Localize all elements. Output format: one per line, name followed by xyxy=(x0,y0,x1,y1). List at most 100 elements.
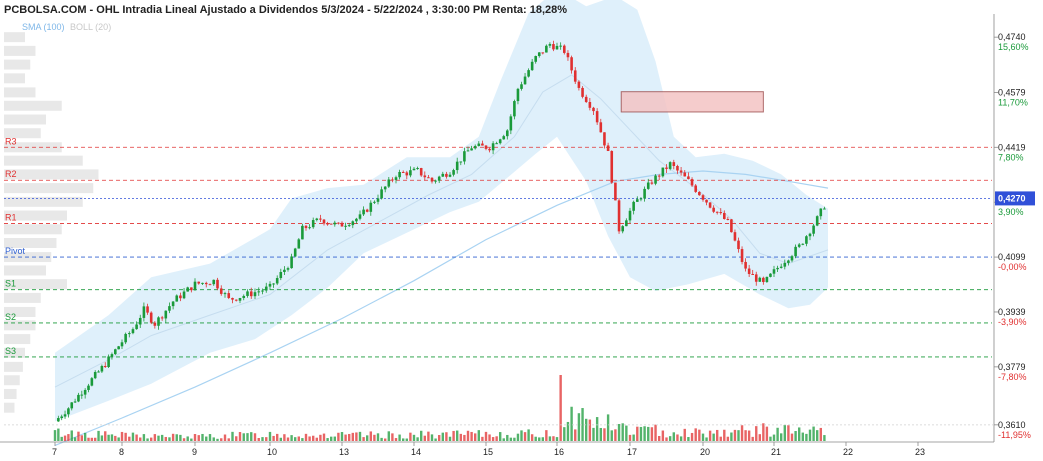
volume-bar xyxy=(654,424,657,441)
volume-bar xyxy=(297,436,300,441)
volume-bar xyxy=(585,418,588,441)
candle-body xyxy=(621,226,624,232)
candle-body xyxy=(117,346,120,350)
volume-bar xyxy=(716,429,719,441)
volume-bar xyxy=(488,434,491,441)
candle-body xyxy=(581,87,584,97)
volume-bar xyxy=(272,435,275,441)
volume-bar xyxy=(412,434,416,441)
candle-body xyxy=(672,162,676,166)
candle-body xyxy=(537,52,541,57)
volume-bar xyxy=(97,430,100,441)
candle-body xyxy=(787,260,790,263)
candle-body xyxy=(409,170,412,176)
volume-profile-bar xyxy=(4,361,23,372)
candle-body xyxy=(131,329,135,334)
volume-bar xyxy=(812,426,815,441)
candlesticks xyxy=(57,40,826,422)
candle-body xyxy=(595,111,599,123)
volume-bar xyxy=(231,431,234,441)
candle-body xyxy=(430,177,434,182)
volume-bar xyxy=(527,429,530,441)
volume-bar xyxy=(647,426,650,441)
candle-body xyxy=(737,240,740,250)
candle-body xyxy=(308,227,311,229)
candle-body xyxy=(790,256,794,261)
volume-bar xyxy=(220,438,223,441)
candle-body xyxy=(751,273,754,275)
volume-bar xyxy=(665,437,668,441)
volume-profile-bar xyxy=(4,334,31,345)
candle-body xyxy=(383,186,387,190)
volume-bar xyxy=(326,438,329,441)
volume-bar xyxy=(534,436,537,441)
volume-profile-bar xyxy=(4,100,62,111)
volume-bar xyxy=(701,433,705,441)
candle-body xyxy=(427,177,430,179)
candle-body xyxy=(548,44,552,46)
volume-profile-bar xyxy=(4,155,83,166)
candle-body xyxy=(272,283,275,285)
volume-bar xyxy=(423,435,426,441)
x-tick-label: 9 xyxy=(192,447,197,457)
volume-profile-bar xyxy=(4,59,31,70)
candle-body xyxy=(373,201,376,203)
candle-body xyxy=(405,172,409,176)
volume-bar xyxy=(301,438,304,441)
volume-bar xyxy=(128,436,131,441)
candle-body xyxy=(545,45,548,53)
legend-sma: SMA (100) xyxy=(22,22,65,32)
volume-bar xyxy=(581,408,584,441)
candle-body xyxy=(394,177,398,180)
volume-bar xyxy=(726,436,730,441)
volume-bar xyxy=(776,427,779,441)
resistance-zone-box xyxy=(620,91,764,113)
candle-body xyxy=(135,324,138,330)
volume-bar xyxy=(643,426,646,441)
candle-body xyxy=(146,306,149,313)
candle-body xyxy=(57,418,60,422)
candle-body xyxy=(455,161,459,171)
candle-body xyxy=(114,349,117,355)
candle-body xyxy=(261,290,264,292)
volume-bar xyxy=(90,437,94,441)
volume-bar xyxy=(384,438,387,441)
candle-body xyxy=(477,143,481,146)
volume-bar xyxy=(762,423,765,441)
volume-bar xyxy=(208,434,212,441)
volume-bar xyxy=(427,431,430,441)
candle-body xyxy=(416,168,419,170)
candle-body xyxy=(391,179,394,181)
volume-bar xyxy=(420,430,423,441)
x-tick-label: 22 xyxy=(843,447,853,457)
volume-bar xyxy=(355,432,358,441)
volume-bar xyxy=(808,429,812,441)
candle-body xyxy=(358,214,362,219)
volume-bar xyxy=(683,428,686,441)
volume-profile-bar xyxy=(4,375,20,386)
volume-bar xyxy=(769,436,772,441)
volume-bar xyxy=(563,427,566,441)
x-tick-label: 21 xyxy=(771,447,781,457)
candle-body xyxy=(164,310,168,319)
volume-bar xyxy=(506,434,509,441)
candle-body xyxy=(650,182,654,184)
volume-bar xyxy=(80,435,83,441)
volume-bar xyxy=(394,438,398,441)
candle-body xyxy=(683,172,687,177)
candle-body xyxy=(208,284,212,286)
candle-body xyxy=(534,56,537,62)
candle-body xyxy=(783,262,787,267)
volume-bar xyxy=(687,437,690,441)
candle-body xyxy=(555,45,559,50)
candle-body xyxy=(322,219,326,224)
volume-bar xyxy=(513,437,516,441)
volume-bar xyxy=(816,430,819,441)
candle-body xyxy=(87,385,90,390)
volume-bar xyxy=(182,438,186,441)
volume-bar xyxy=(509,437,513,441)
volume-bar xyxy=(491,437,495,441)
candle-body xyxy=(668,162,672,169)
